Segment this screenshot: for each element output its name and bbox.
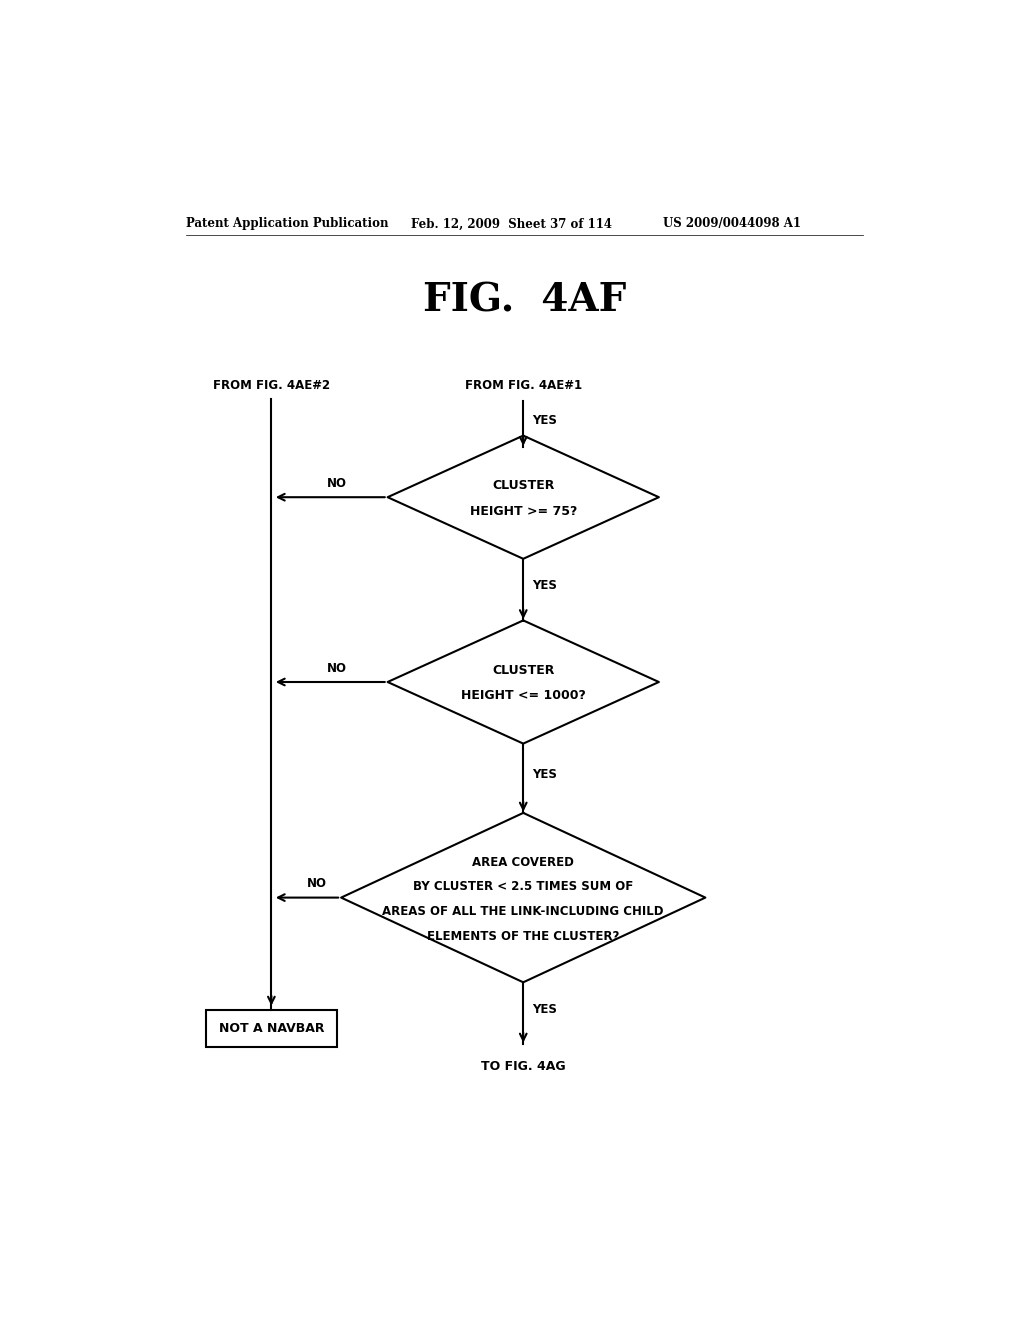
Text: AREAS OF ALL THE LINK-INCLUDING CHILD: AREAS OF ALL THE LINK-INCLUDING CHILD (383, 906, 664, 917)
Text: FIG.  4AF: FIG. 4AF (423, 282, 627, 319)
Text: NO: NO (328, 661, 347, 675)
Text: FROM FIG. 4AE#1: FROM FIG. 4AE#1 (465, 379, 582, 392)
Text: YES: YES (532, 768, 557, 781)
Text: Patent Application Publication: Patent Application Publication (186, 218, 389, 231)
Text: YES: YES (532, 579, 557, 593)
Text: Feb. 12, 2009  Sheet 37 of 114: Feb. 12, 2009 Sheet 37 of 114 (411, 218, 612, 231)
Text: CLUSTER: CLUSTER (493, 664, 554, 677)
Text: CLUSTER: CLUSTER (493, 479, 554, 492)
Text: NO: NO (307, 878, 328, 890)
Text: US 2009/0044098 A1: US 2009/0044098 A1 (663, 218, 801, 231)
Text: YES: YES (532, 1003, 557, 1016)
Text: TO FIG. 4AG: TO FIG. 4AG (481, 1060, 565, 1073)
Text: NO: NO (328, 477, 347, 490)
Text: FROM FIG. 4AE#2: FROM FIG. 4AE#2 (213, 379, 330, 392)
Text: BY CLUSTER < 2.5 TIMES SUM OF: BY CLUSTER < 2.5 TIMES SUM OF (413, 879, 634, 892)
Text: NOT A NAVBAR: NOT A NAVBAR (219, 1022, 325, 1035)
Bar (206, 1010, 337, 1047)
Text: HEIGHT <= 1000?: HEIGHT <= 1000? (461, 689, 586, 702)
Text: ELEMENTS OF THE CLUSTER?: ELEMENTS OF THE CLUSTER? (427, 929, 620, 942)
Text: AREA COVERED: AREA COVERED (472, 857, 574, 870)
Text: HEIGHT >= 75?: HEIGHT >= 75? (470, 504, 577, 517)
Text: YES: YES (532, 413, 557, 426)
